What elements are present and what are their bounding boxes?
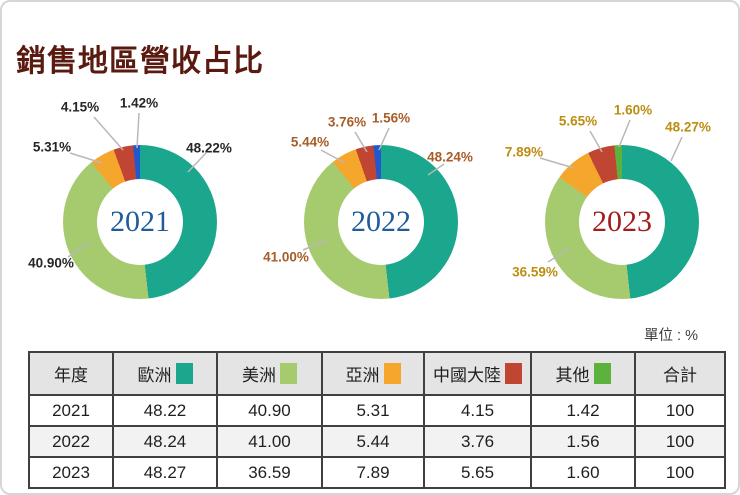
slice-label-china: 5.65% — [558, 113, 598, 129]
donut-hole-2021: 2021 — [97, 179, 183, 265]
slice-label-asia: 7.89% — [504, 144, 544, 160]
column-header-label: 年度 — [54, 366, 88, 385]
revenue-share-table: 年度 歐洲 美洲 亞洲 中國大陸 其他 合計 2021 48.22 40.90 5.31 4.15 1… — [28, 351, 726, 489]
column-header: 其他 — [530, 351, 636, 396]
table-cell: 100 — [634, 425, 726, 458]
table-cell: 3.76 — [423, 425, 532, 458]
donut-charts-row: 2021 48.22% 40.90% 5.31% 4.15% 1.42% 202… — [2, 90, 740, 318]
table-header-row: 年度 歐洲 美洲 亞洲 中國大陸 其他 合計 — [28, 351, 726, 396]
table-cell: 41.00 — [216, 425, 323, 458]
table-body: 2021 48.22 40.90 5.31 4.15 1.42 100 2022 48.24 41… — [28, 394, 726, 489]
slice-label-other: 1.56% — [371, 110, 411, 126]
slice-label-china: 3.76% — [327, 114, 367, 130]
column-header: 年度 — [28, 351, 114, 396]
table-cell: 5.31 — [321, 394, 425, 427]
slice-label-americas: 36.59% — [512, 264, 558, 280]
donut-hole-2023: 2023 — [579, 179, 665, 265]
column-header-label: 美洲 — [242, 366, 276, 385]
table-cell: 1.60 — [530, 456, 636, 489]
table-cell: 40.90 — [216, 394, 323, 427]
donut-chart-2022: 2022 48.24% 41.00% 5.44% 3.76% 1.56% — [261, 90, 501, 314]
table-cell: 5.44 — [321, 425, 425, 458]
slice-label-americas: 40.90% — [28, 255, 74, 271]
donut-center-year: 2023 — [592, 205, 652, 238]
donut-hole-2022: 2022 — [338, 179, 424, 265]
slice-label-other: 1.60% — [613, 102, 653, 118]
slice-label-asia: 5.44% — [290, 134, 330, 150]
table-cell: 48.24 — [112, 425, 218, 458]
table-cell: 48.27 — [112, 456, 218, 489]
legend-swatch — [505, 363, 522, 384]
table-cell: 4.15 — [423, 394, 532, 427]
slice-label-asia: 5.31% — [32, 139, 72, 155]
unit-label: 單位 : % — [644, 328, 698, 344]
slice-label-other: 1.42% — [119, 95, 159, 111]
legend-swatch — [175, 363, 193, 384]
table-cell: 1.42 — [530, 394, 636, 427]
donut-center-year: 2022 — [351, 205, 411, 238]
table-cell: 100 — [634, 394, 726, 427]
column-header-label: 亞洲 — [345, 366, 380, 385]
column-header: 合計 — [634, 351, 726, 396]
table-row: 2022 48.24 41.00 5.44 3.76 1.56 100 — [28, 425, 726, 458]
donut-center-year: 2021 — [110, 205, 170, 238]
slice-label-europe: 48.24% — [427, 149, 473, 165]
table-cell: 100 — [634, 456, 726, 489]
column-header: 亞洲 — [321, 351, 425, 396]
table-row: 2021 48.22 40.90 5.31 4.15 1.42 100 — [28, 394, 726, 427]
column-header: 中國大陸 — [423, 351, 532, 396]
donut-chart-2021: 2021 48.22% 40.90% 5.31% 4.15% 1.42% — [20, 90, 260, 314]
column-header-label: 合計 — [663, 366, 697, 385]
donut-chart-2023: 2023 48.27% 36.59% 7.89% 5.65% 1.60% — [502, 90, 740, 314]
slice-label-americas: 41.00% — [263, 249, 309, 265]
table-cell: 48.22 — [112, 394, 218, 427]
slice-label-europe: 48.22% — [186, 140, 232, 156]
legend-swatch — [383, 363, 401, 384]
legend-swatch — [280, 363, 297, 384]
table-cell: 2022 — [28, 425, 114, 458]
table-cell: 7.89 — [321, 456, 425, 489]
legend-swatch — [593, 363, 611, 384]
slice-label-europe: 48.27% — [665, 119, 711, 135]
table-cell: 1.56 — [530, 425, 636, 458]
slice-label-china: 4.15% — [60, 99, 100, 115]
page-title: 銷售地區營收占比 — [16, 45, 264, 79]
table-cell: 2021 — [28, 394, 114, 427]
column-header-label: 歐洲 — [137, 366, 172, 385]
table-cell: 36.59 — [216, 456, 323, 489]
column-header: 美洲 — [216, 351, 323, 396]
column-header-label: 中國大陸 — [433, 366, 501, 385]
table-cell: 2023 — [28, 456, 114, 489]
table-cell: 5.65 — [423, 456, 532, 489]
column-header: 歐洲 — [112, 351, 218, 396]
column-header-label: 其他 — [555, 366, 590, 385]
table-row: 2023 48.27 36.59 7.89 5.65 1.60 100 — [28, 456, 726, 489]
